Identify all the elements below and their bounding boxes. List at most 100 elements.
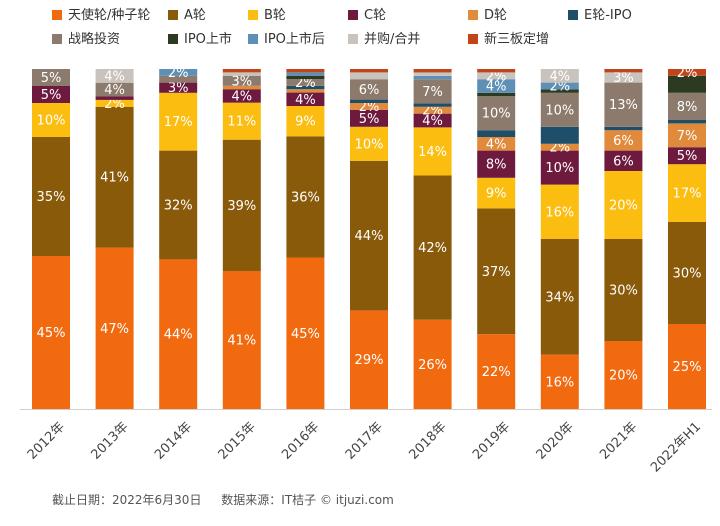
data-label: 7% [677, 129, 698, 144]
bar-segment [95, 69, 134, 83]
data-label: 22% [482, 365, 511, 380]
bar-segment [286, 85, 325, 90]
bar-segment [413, 103, 452, 107]
data-label: 4% [104, 69, 125, 84]
bar-segment [540, 239, 579, 355]
legend-label: 天使轮/种子轮 [68, 8, 151, 23]
x-tick-label: 2017年 [343, 419, 386, 462]
bar-segment [413, 175, 452, 320]
legend-swatch [568, 10, 578, 20]
data-label: 2% [295, 76, 316, 91]
bar-segment [413, 79, 452, 104]
legend-label: E轮-IPO [584, 8, 632, 23]
bar-segment [668, 147, 706, 165]
legend-item: 天使轮/种子轮 [52, 8, 150, 24]
data-source-note: 数据来源：IT桔子 © itjuzi.com [221, 493, 394, 507]
data-label: 10% [355, 137, 384, 152]
data-label: 7% [422, 85, 443, 100]
bar-segment [477, 334, 516, 409]
data-label: 45% [291, 327, 320, 342]
bar-segment [159, 82, 198, 93]
bar-segment [477, 150, 516, 178]
data-label: 36% [291, 190, 320, 205]
legend-item: A轮 [168, 8, 206, 24]
bar-segment [540, 89, 579, 93]
legend-item: IPO上市后 [248, 32, 325, 48]
bar-segment [286, 92, 325, 107]
data-label: 2% [549, 141, 570, 156]
data-label: 10% [545, 161, 574, 176]
legend-label: A轮 [184, 8, 206, 23]
data-label: 8% [486, 158, 507, 173]
bar-segment [32, 103, 70, 137]
data-label: 26% [418, 358, 447, 373]
bar-segment [159, 150, 198, 260]
bar-segment [668, 75, 706, 93]
legend-swatch [248, 10, 258, 20]
bar-segment [350, 109, 388, 127]
legend-label: 新三板定增 [484, 32, 550, 47]
bar-segment [286, 89, 325, 93]
bar-segment [477, 79, 516, 93]
bar-segment [95, 106, 134, 248]
data-label: 16% [545, 375, 574, 390]
data-label: 9% [486, 187, 507, 202]
legend-label: B轮 [264, 8, 286, 23]
data-label: 34% [545, 290, 574, 305]
bar-segment [477, 72, 516, 80]
legend-item: 战略投资 [52, 32, 120, 48]
bar-segment [540, 150, 579, 185]
bar-segment [286, 106, 325, 137]
data-label: 17% [673, 187, 702, 202]
legend-label: C轮 [364, 8, 387, 23]
legend-swatch [168, 34, 178, 44]
legend-swatch [348, 10, 358, 20]
bar-segment [32, 86, 70, 103]
bar-segment [540, 69, 579, 83]
data-label: 37% [482, 265, 511, 280]
data-label: 10% [37, 114, 66, 129]
data-label: 30% [609, 284, 638, 299]
legend-item: D轮 [468, 8, 507, 24]
legend-item: 新三板定增 [468, 32, 549, 48]
data-label: 32% [164, 199, 193, 214]
bar-segment [95, 82, 134, 97]
bar-segment [350, 79, 388, 100]
x-tick-label: 2012年 [25, 419, 68, 462]
bar-segment [159, 92, 198, 151]
bar-segment [477, 69, 516, 73]
bar-segment [350, 126, 388, 161]
bar-segment [540, 126, 579, 144]
data-label: 2% [422, 104, 443, 119]
bar-segment [222, 270, 261, 409]
legend-item: E轮-IPO [568, 8, 632, 24]
bar-segment [350, 160, 388, 311]
bar-segment [286, 69, 325, 73]
bar-segment [668, 69, 706, 76]
bar-segment [350, 72, 388, 80]
data-label: 44% [355, 229, 384, 244]
bar-segment [604, 341, 643, 409]
data-label: 2% [104, 97, 125, 112]
x-tick-label: 2019年 [470, 419, 513, 462]
data-label: 44% [164, 328, 193, 343]
bar-segment [413, 319, 452, 409]
bar-segment [413, 127, 452, 176]
x-tick-label: 2021年 [597, 419, 640, 462]
bar-segment [286, 72, 325, 76]
bar-segment [668, 324, 706, 409]
bar-segment [540, 354, 579, 409]
data-label: 6% [613, 134, 634, 149]
data-label: 16% [545, 205, 574, 220]
bar-segment [32, 137, 70, 256]
data-label: 3% [231, 74, 252, 89]
cutoff-date-note: 截止日期：2022年6月30日 [52, 493, 202, 507]
data-label: 9% [295, 115, 316, 130]
data-label: 47% [100, 322, 129, 337]
legend-swatch [468, 10, 478, 20]
bar-segment [477, 137, 516, 151]
bar-segment [540, 184, 579, 239]
bar-segment [350, 99, 388, 103]
bar-segment [413, 113, 452, 128]
